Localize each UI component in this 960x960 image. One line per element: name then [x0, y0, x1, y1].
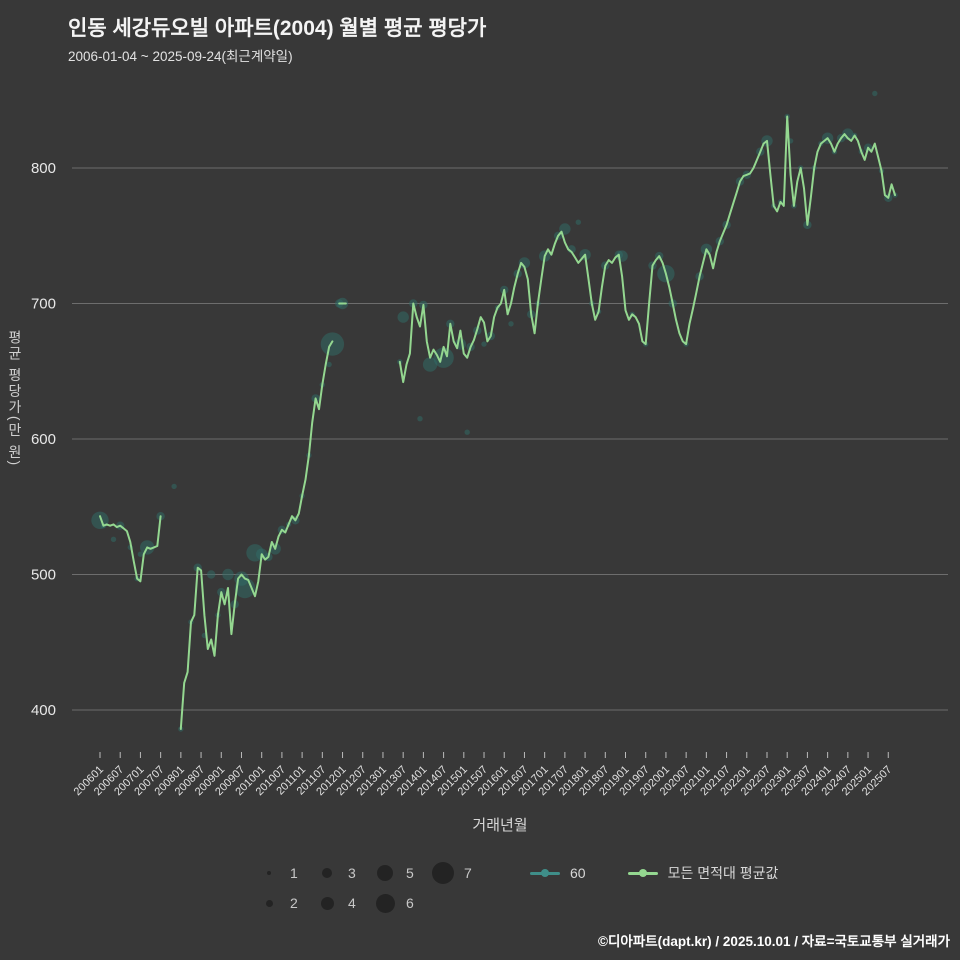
legend-series-60[interactable]: 60 — [530, 865, 586, 881]
y-tick-label: 800 — [31, 160, 56, 177]
legend-size-dot — [314, 896, 340, 910]
legend-series-label: 모든 면적대 평균값 — [667, 865, 779, 881]
trade-bubble[interactable] — [518, 257, 531, 269]
legend-size-label: 3 — [348, 865, 356, 881]
trade-bubble[interactable] — [872, 90, 878, 97]
trade-bubble[interactable] — [842, 128, 854, 140]
legend-size-dot — [256, 871, 282, 875]
legend-line-marker — [530, 869, 560, 877]
legend-series-label: 60 — [570, 865, 586, 881]
legend-size-dot — [256, 899, 282, 907]
legend-size-label: 5 — [406, 865, 414, 881]
trade-bubble[interactable] — [222, 568, 234, 581]
legend-size-label: 2 — [290, 895, 298, 911]
chart-title: 인동 세강듀오빌 아파트(2004) 월별 평균 평당가 — [68, 17, 487, 40]
legend-size-label: 6 — [406, 895, 414, 911]
trade-bubble[interactable] — [433, 347, 454, 368]
y-tick-label: 600 — [31, 431, 56, 448]
y-axis-title: 평균 평당가(만 원) — [7, 330, 23, 468]
trade-bubble[interactable] — [137, 551, 144, 557]
trade-bubble[interactable] — [417, 416, 423, 422]
trade-bubble[interactable] — [508, 321, 514, 327]
trade-bubble[interactable] — [171, 483, 177, 490]
trade-bubble[interactable] — [481, 341, 487, 347]
chart-legend: 1 3 5 7 60 모든 면적대 평균값 2 4 6 — [256, 858, 778, 918]
trade-bubble[interactable] — [91, 511, 109, 529]
y-tick-label: 500 — [31, 567, 56, 584]
trade-bubble[interactable] — [110, 536, 117, 542]
y-tick-label: 700 — [31, 296, 56, 313]
legend-size-dot — [430, 862, 456, 884]
trade-bubble[interactable] — [464, 429, 470, 435]
legend-size-label: 4 — [348, 895, 356, 911]
legend-size-5[interactable]: 5 — [372, 865, 430, 881]
legend-size-dot — [372, 893, 398, 913]
legend-size-3[interactable]: 3 — [314, 865, 372, 881]
y-tick-label: 400 — [31, 702, 56, 719]
legend-size-1[interactable]: 1 — [256, 865, 314, 881]
legend-size-dot — [372, 865, 398, 881]
legend-size-label: 1 — [290, 865, 298, 881]
legend-size-4[interactable]: 4 — [314, 895, 372, 911]
chart-canvas: 4005006007008002006012006072007012007072… — [31, 90, 948, 798]
legend-size-dot — [314, 868, 340, 878]
legend-size-2[interactable]: 2 — [256, 895, 314, 911]
series-line-avg — [99, 115, 896, 730]
chart-date-range: 2006-01-04 ~ 2025-09-24(최근계약일) — [68, 49, 293, 64]
trade-bubble[interactable] — [326, 361, 332, 368]
legend-line-marker — [627, 869, 658, 877]
trade-bubble[interactable] — [207, 570, 216, 579]
legend-sizes-row-2: 2 4 6 — [256, 888, 778, 918]
x-axis-title: 거래년월 — [472, 817, 528, 834]
trade-bubble[interactable] — [575, 219, 581, 225]
legend-size-6[interactable]: 6 — [372, 893, 430, 913]
trade-bubble[interactable] — [397, 311, 409, 323]
legend-size-label: 7 — [464, 865, 472, 881]
footer-credit: ©디아파트(dapt.kr) / 2025.10.01 / 자료=국토교통부 실… — [598, 934, 950, 949]
legend-series-avg[interactable]: 모든 면적대 평균값 — [627, 863, 779, 883]
trade-bubble[interactable] — [422, 357, 438, 372]
legend-sizes-row-1: 1 3 5 7 60 모든 면적대 평균값 — [256, 858, 778, 888]
legend-size-7[interactable]: 7 — [430, 862, 488, 884]
trade-bubble[interactable] — [320, 332, 345, 356]
